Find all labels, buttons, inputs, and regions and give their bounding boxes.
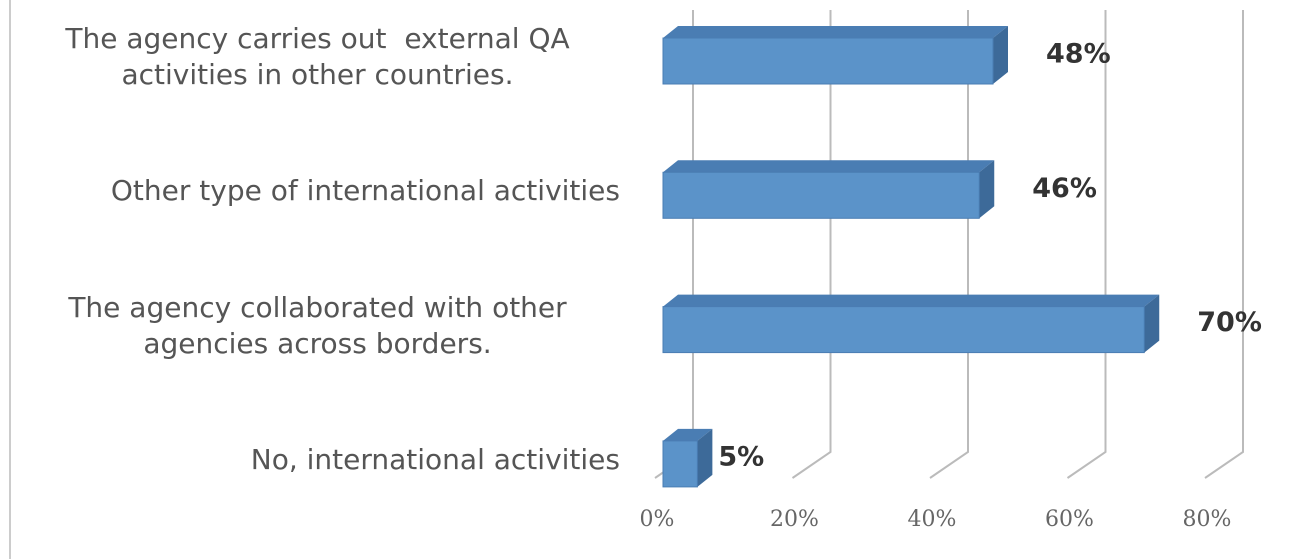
category-label: No, international activities <box>250 442 620 476</box>
data-label: 46% <box>1032 173 1097 204</box>
bar-side <box>697 428 713 487</box>
bar-top <box>663 160 995 173</box>
category-label: The agency collaborated with other agenc… <box>68 290 576 360</box>
bar-top <box>663 26 1008 38</box>
bar <box>662 171 980 219</box>
bar-side <box>993 26 1008 84</box>
category-label: Other type of international activities <box>110 174 620 208</box>
data-label: 5% <box>718 441 764 472</box>
x-tick-label: 20% <box>770 507 819 532</box>
bar <box>662 440 698 488</box>
x-tick-label: 60% <box>1045 507 1094 532</box>
grid-line <box>929 10 969 479</box>
bar <box>662 306 1145 354</box>
x-tick-label: 80% <box>1183 507 1232 532</box>
bar-side <box>1144 294 1160 353</box>
grid-line <box>1066 10 1107 479</box>
grid-line <box>1204 10 1244 479</box>
bar <box>662 37 994 85</box>
bar-top <box>663 294 1160 307</box>
x-tick-label: 0% <box>640 507 675 532</box>
bar-side <box>979 160 995 219</box>
data-label: 48% <box>1046 39 1111 70</box>
bar-top <box>663 428 713 441</box>
category-label: The agency carries out external QA activ… <box>65 22 579 91</box>
x-tick-label: 40% <box>908 507 957 532</box>
data-label: 70% <box>1197 307 1262 338</box>
grid-line <box>791 10 832 479</box>
